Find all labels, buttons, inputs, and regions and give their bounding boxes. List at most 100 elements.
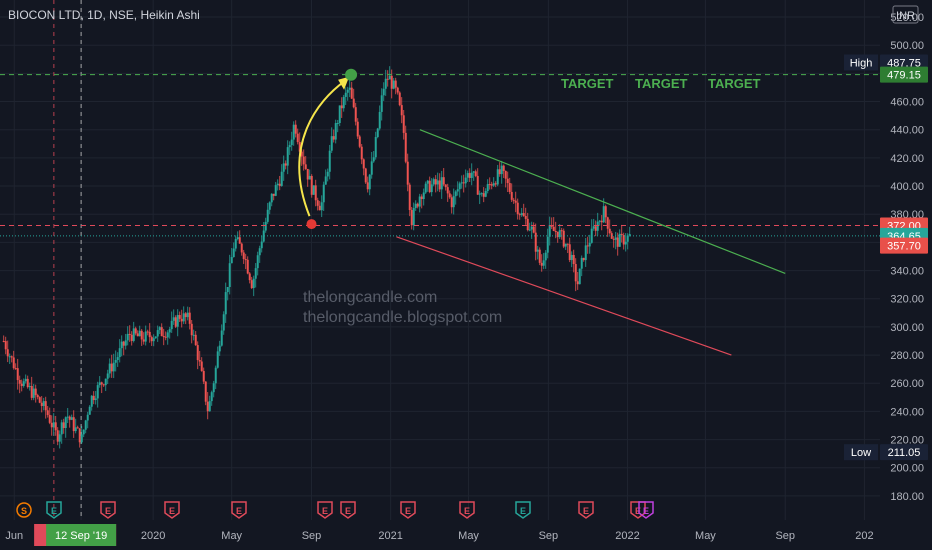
candle-body xyxy=(226,287,229,293)
watermark-line-2: thelongcandle.blogspot.com xyxy=(303,309,502,326)
candle-body xyxy=(542,260,545,266)
candle-body xyxy=(184,313,187,318)
candle-body xyxy=(566,243,569,245)
candle-body xyxy=(100,382,103,385)
candle-body xyxy=(564,243,567,247)
earnings-event-marker xyxy=(638,501,654,519)
earnings-event-marker xyxy=(46,501,62,519)
candle-body xyxy=(230,257,233,264)
candle-body xyxy=(604,206,607,218)
candle-body xyxy=(346,89,349,93)
candle-body xyxy=(194,334,197,346)
candle-body xyxy=(422,192,425,200)
candle-body xyxy=(256,255,259,269)
candle-body xyxy=(150,337,153,342)
candle-body xyxy=(444,184,447,188)
candle-body xyxy=(338,105,341,124)
candle-body xyxy=(42,401,45,407)
candle-body xyxy=(302,156,305,165)
high-label-box xyxy=(880,54,928,71)
candle-body xyxy=(380,95,383,112)
price-tick-label: 300.00 xyxy=(890,322,924,334)
candle-body xyxy=(474,171,477,176)
candle-body xyxy=(216,351,219,368)
candle-body xyxy=(104,378,107,386)
candle-body xyxy=(126,333,129,341)
candle-body xyxy=(500,165,503,175)
candle-body xyxy=(16,368,19,381)
candle-body xyxy=(84,420,87,430)
arrow-curve[interactable] xyxy=(298,79,346,217)
candle-body xyxy=(534,232,537,252)
candle-body xyxy=(82,429,85,435)
event-marker-letter: E xyxy=(169,506,175,516)
price-tick-label: 460.00 xyxy=(890,97,924,109)
candle-body xyxy=(378,111,381,129)
time-axis-background xyxy=(0,522,932,550)
candle-body xyxy=(496,169,499,185)
candle-body xyxy=(516,202,519,215)
event-marker-letter: E xyxy=(520,506,526,516)
marker-green-dot[interactable] xyxy=(345,68,358,81)
candle-body xyxy=(142,339,145,342)
candle-body xyxy=(374,137,377,158)
candle-body xyxy=(304,164,307,169)
low-label-value: 211.05 xyxy=(888,447,921,459)
currency-button[interactable]: INR xyxy=(892,5,919,24)
candle-body xyxy=(10,356,13,358)
candle-body xyxy=(264,221,267,231)
earnings-event-marker xyxy=(340,501,356,519)
candle-body xyxy=(88,406,91,415)
candle-body xyxy=(552,226,555,231)
candle-body xyxy=(286,147,289,166)
candle-body xyxy=(70,417,73,420)
arrow-head xyxy=(338,76,350,90)
candle-body xyxy=(30,386,33,398)
candle-body xyxy=(306,168,309,180)
candle-body xyxy=(308,175,311,180)
price-tick-label: 420.00 xyxy=(890,153,924,165)
candle-body xyxy=(224,292,227,315)
earnings-event-marker xyxy=(231,501,247,519)
crosshair-date-label: 12 Sep '19 xyxy=(55,530,107,542)
candle-body xyxy=(596,221,599,231)
candle-body xyxy=(514,200,517,203)
candle-body xyxy=(178,315,181,319)
candle-body xyxy=(124,340,127,346)
candle-body xyxy=(610,233,613,239)
candle-body xyxy=(284,163,287,166)
candle-body xyxy=(236,237,239,240)
candle-body xyxy=(122,341,125,346)
candle-body xyxy=(136,333,139,337)
candle-body xyxy=(468,173,471,178)
candle-body xyxy=(568,244,571,261)
time-tick-label: 2020 xyxy=(141,530,165,542)
candle-body xyxy=(342,96,345,109)
candle-body xyxy=(52,422,55,428)
candle-body xyxy=(626,235,629,242)
candle-body xyxy=(512,199,515,201)
candle-body xyxy=(140,330,143,340)
candle-body xyxy=(478,193,481,195)
marker-red-dot[interactable] xyxy=(306,219,317,230)
candle-body xyxy=(234,239,237,249)
candle-body xyxy=(480,193,483,195)
candle-body xyxy=(490,184,493,186)
candle-body xyxy=(34,388,37,396)
candle-body xyxy=(28,386,31,388)
candle-body xyxy=(524,215,527,219)
candle-body xyxy=(358,136,361,147)
candle-body xyxy=(538,249,541,263)
candle-body xyxy=(356,121,359,137)
candle-body xyxy=(248,273,251,281)
candle-body xyxy=(350,87,353,99)
candle-body xyxy=(38,397,41,403)
time-tick-label: 202 xyxy=(855,530,873,542)
candle-body xyxy=(272,193,275,196)
candle-body xyxy=(298,142,301,152)
price-tick-label: 340.00 xyxy=(890,266,924,278)
candle-body xyxy=(392,80,395,89)
